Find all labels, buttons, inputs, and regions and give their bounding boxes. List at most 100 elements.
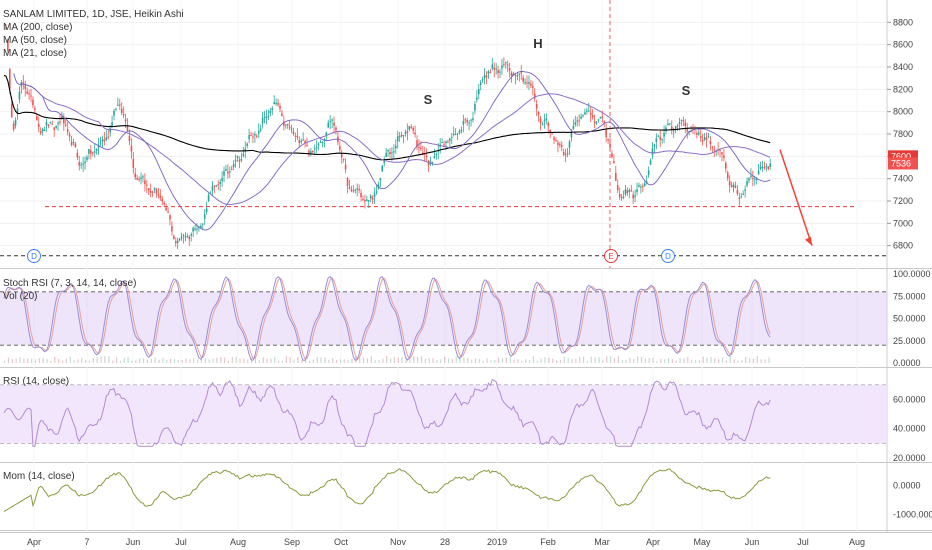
candle-body xyxy=(678,122,681,124)
volume-bar xyxy=(752,358,755,363)
candle-body xyxy=(634,195,636,197)
candle-body xyxy=(371,197,374,200)
candle-body xyxy=(273,102,275,105)
ma200-legend[interactable]: MA (200, close) xyxy=(3,22,73,33)
volume-bar xyxy=(637,356,639,363)
volume-bar xyxy=(447,358,450,363)
candle-body xyxy=(476,97,478,100)
projection-arrowhead xyxy=(805,236,812,246)
candle-body xyxy=(605,129,607,138)
volume-bar xyxy=(455,356,457,363)
candle-body xyxy=(559,144,561,146)
candle-body xyxy=(163,202,165,205)
candle-body xyxy=(763,167,766,169)
candle-body xyxy=(88,148,90,154)
stoch-k-line xyxy=(3,275,771,361)
volume-bar xyxy=(58,358,60,363)
ma50-legend[interactable]: MA (50, close) xyxy=(3,35,67,46)
candle-body xyxy=(348,187,351,190)
time-tick-label: Feb xyxy=(540,537,556,547)
candle-body xyxy=(246,143,248,146)
volume-bar xyxy=(88,360,91,363)
candle-body xyxy=(456,133,459,135)
volume-bar xyxy=(498,357,500,363)
candle-body xyxy=(296,135,299,138)
volume-bar xyxy=(281,360,284,363)
volume-bar xyxy=(417,357,419,363)
price-tick-label: 7000 xyxy=(893,218,913,228)
candle-body xyxy=(136,178,138,180)
volume-bar xyxy=(432,358,434,363)
candle-body xyxy=(653,144,656,147)
rsi-legend[interactable]: RSI (14, close) xyxy=(3,376,70,387)
candle-body xyxy=(205,208,208,213)
candle-body xyxy=(555,140,557,142)
volume-bar xyxy=(247,359,249,363)
volume-bar xyxy=(274,356,276,363)
candle-body xyxy=(734,186,737,188)
volume-bar xyxy=(386,356,388,363)
candle-body xyxy=(184,236,187,238)
candle-body xyxy=(339,146,341,150)
candle-body xyxy=(250,135,252,137)
candle-body xyxy=(144,180,146,185)
candle-body xyxy=(514,75,517,77)
candle-body xyxy=(356,188,358,190)
volume-bar xyxy=(324,357,326,363)
volume-legend[interactable]: Vol (20) xyxy=(3,291,38,302)
candle-body xyxy=(483,75,486,79)
candle-body xyxy=(732,184,735,187)
volume-bar xyxy=(656,360,658,363)
candle-body xyxy=(55,126,57,128)
time-tick-label: Mar xyxy=(594,537,610,547)
volume-bar xyxy=(691,359,693,363)
candle-body xyxy=(420,147,422,149)
time-tick-label: Apr xyxy=(646,537,660,547)
candle-body xyxy=(765,166,768,168)
candle-body xyxy=(298,140,301,143)
candle-body xyxy=(310,151,312,154)
volume-bar xyxy=(633,358,635,363)
candle-body xyxy=(53,127,55,130)
volume-bar xyxy=(768,357,770,363)
momentum-legend[interactable]: Mom (14, close) xyxy=(3,471,75,482)
candle-body xyxy=(389,152,391,155)
volume-bar xyxy=(100,356,102,363)
volume-bar xyxy=(127,356,129,363)
candle-body xyxy=(674,126,677,129)
candle-body xyxy=(18,91,21,100)
volume-bar xyxy=(359,357,361,363)
candle-body xyxy=(159,195,162,199)
candle-body xyxy=(30,95,32,97)
candle-body xyxy=(5,26,7,28)
right-shoulder-label: S xyxy=(682,83,691,98)
candle-body xyxy=(281,113,283,117)
candle-body xyxy=(553,137,555,141)
candle-body xyxy=(294,135,297,137)
volume-bar xyxy=(61,360,64,363)
candle-body xyxy=(547,122,550,127)
candle-body xyxy=(80,164,82,166)
volume-bar xyxy=(393,356,396,363)
volume-bar xyxy=(760,359,762,363)
left-shoulder-label: S xyxy=(424,92,433,107)
time-tick-label: Jul xyxy=(175,537,187,547)
candle-body xyxy=(263,116,266,118)
candle-body xyxy=(10,103,13,118)
volume-bar xyxy=(212,358,214,363)
ma21-legend[interactable]: MA (21, close) xyxy=(3,48,67,59)
volume-bar xyxy=(285,356,287,363)
stoch-tick-label: 100.0000 xyxy=(893,269,931,279)
candle-body xyxy=(726,172,729,179)
candle-body xyxy=(190,234,193,236)
candle-body xyxy=(61,116,63,119)
price-tick-label: 7200 xyxy=(893,196,913,206)
candle-body xyxy=(520,72,523,74)
volume-bar xyxy=(258,360,260,363)
volume-bar xyxy=(227,360,230,363)
candle-body xyxy=(582,114,584,116)
stoch-rsi-legend[interactable]: Stoch RSI (7, 3, 14, 14, close) xyxy=(3,278,137,289)
candle-body xyxy=(396,136,399,142)
volume-bar xyxy=(640,356,643,363)
